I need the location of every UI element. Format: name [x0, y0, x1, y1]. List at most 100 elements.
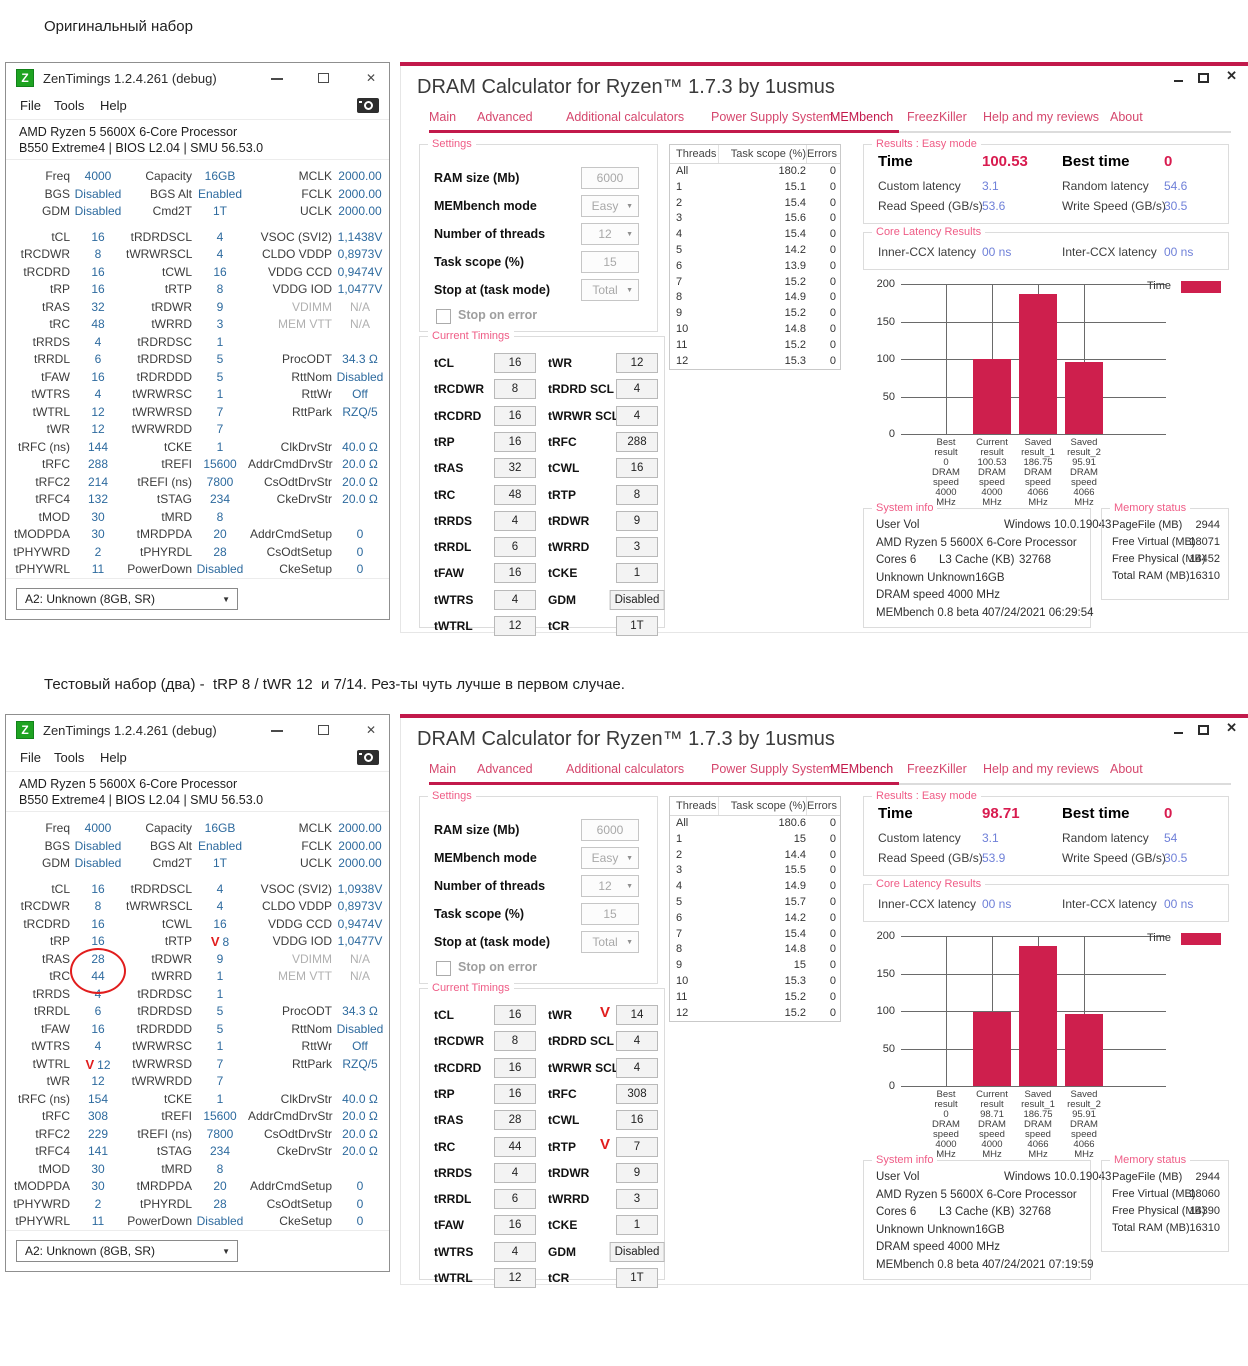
timing-value-box[interactable]: 4 — [494, 1241, 536, 1262]
tab-additional-calculators[interactable]: Additional calculators — [566, 762, 685, 776]
menu-file[interactable]: File — [20, 98, 41, 113]
settings-input[interactable]: 6000 — [581, 819, 639, 841]
stop-on-error-checkbox[interactable] — [436, 961, 451, 976]
tab-additional-calculators[interactable]: Additional calculators — [566, 110, 685, 124]
menu-help[interactable]: Help — [100, 98, 127, 113]
timing-value-box[interactable]: 16 — [494, 563, 536, 584]
minimize-button[interactable] — [1174, 80, 1183, 82]
minimize-button[interactable] — [269, 70, 285, 86]
timing-value-box[interactable]: 12 — [494, 616, 536, 636]
menu-tools[interactable]: Tools — [54, 98, 85, 113]
camera-icon[interactable] — [357, 98, 379, 113]
timing-value-box[interactable]: 9 — [616, 510, 658, 531]
timing-value-box[interactable]: 9 — [616, 1162, 658, 1183]
timing-value-box[interactable]: 8 — [494, 379, 536, 400]
tab-help-and-my-reviews[interactable]: Help and my reviews — [983, 110, 1100, 124]
settings-input[interactable]: 6000 — [581, 167, 639, 189]
settings-select[interactable]: Easy ▼ — [581, 195, 639, 217]
timing-value-box[interactable]: 16 — [616, 458, 658, 479]
timing-value-box[interactable]: 7 — [616, 1136, 658, 1157]
settings-field-label: MEMbench mode — [434, 851, 537, 865]
settings-input[interactable]: 15 — [581, 251, 639, 273]
timing-value-box[interactable]: 16 — [494, 1005, 536, 1025]
maximize-button[interactable] — [1198, 725, 1209, 735]
timing-value-box[interactable]: 308 — [616, 1083, 658, 1104]
timing-value-box[interactable]: 28 — [494, 1110, 536, 1131]
timing-value-box[interactable]: 16 — [494, 405, 536, 426]
timing-row: tRCDRD 16 tWRWR SCL 4 — [420, 1057, 664, 1082]
timing-value-box[interactable]: 14 — [616, 1005, 658, 1025]
menu-help[interactable]: Help — [100, 750, 127, 765]
timing-value-box[interactable]: 12 — [616, 353, 658, 373]
timing-value-box[interactable]: 32 — [494, 458, 536, 479]
settings-select[interactable]: 12 ▼ — [581, 223, 639, 245]
timing-value-box[interactable]: 44 — [494, 1136, 536, 1157]
timing-value-box[interactable]: 8 — [616, 484, 658, 505]
timing-value-box[interactable]: 4 — [494, 510, 536, 531]
close-button[interactable]: ✕ — [1226, 720, 1237, 735]
tab-membench[interactable]: MEMbench — [830, 762, 894, 776]
timing-value-box[interactable]: 16 — [494, 1057, 536, 1078]
timing-value-box[interactable]: 4 — [616, 1057, 658, 1078]
timing-value-box[interactable]: 6 — [494, 537, 536, 558]
timing-value-box[interactable]: 288 — [616, 431, 658, 452]
timing-value-box[interactable]: Disabled — [609, 1241, 665, 1262]
tab-advanced[interactable]: Advanced — [477, 762, 533, 776]
settings-select[interactable]: Total ▼ — [581, 931, 639, 953]
tab-main[interactable]: Main — [429, 762, 457, 776]
timing-value-box[interactable]: 4 — [494, 589, 536, 610]
close-button[interactable]: ✕ — [365, 723, 377, 737]
close-button[interactable]: ✕ — [1226, 68, 1237, 83]
tab-freezkiller[interactable]: FreezKiller — [907, 110, 967, 124]
maximize-button[interactable] — [1198, 73, 1209, 83]
timing-value-box[interactable]: 16 — [494, 1083, 536, 1104]
memory-slot-dropdown[interactable]: A2: Unknown (8GB, SR) ▼ — [16, 1240, 238, 1262]
tab-help-and-my-reviews[interactable]: Help and my reviews — [983, 762, 1100, 776]
settings-input[interactable]: 15 — [581, 903, 639, 925]
tab-advanced[interactable]: Advanced — [477, 110, 533, 124]
timing-value-box[interactable]: 3 — [616, 537, 658, 558]
threads-cell: 14.9 — [784, 291, 806, 304]
tab-main[interactable]: Main — [429, 110, 457, 124]
timing-value-box[interactable]: 16 — [616, 1110, 658, 1131]
timing-value-box[interactable]: 12 — [494, 1268, 536, 1288]
tab-membench[interactable]: MEMbench — [830, 110, 894, 124]
settings-select[interactable]: Easy ▼ — [581, 847, 639, 869]
timing-value-box[interactable]: 48 — [494, 484, 536, 505]
zen-timings-grid: Freq 4000 Capacity 16GB MCLK 2000.00 BGS Disabl… — [7, 168, 388, 579]
tab-about[interactable]: About — [1110, 110, 1143, 124]
tab-power-supply-system[interactable]: Power Supply System — [711, 762, 834, 776]
memory-slot-dropdown[interactable]: A2: Unknown (8GB, SR) ▼ — [16, 588, 238, 610]
menu-tools[interactable]: Tools — [54, 750, 85, 765]
threads-cell: 5 — [676, 895, 683, 908]
timing-value-box[interactable]: 16 — [494, 1215, 536, 1236]
timing-value-box[interactable]: 4 — [616, 405, 658, 426]
timing-value-box[interactable]: 1 — [616, 1215, 658, 1236]
minimize-button[interactable] — [1174, 732, 1183, 734]
timing-value-box[interactable]: 8 — [494, 1031, 536, 1052]
camera-icon[interactable] — [357, 750, 379, 765]
timing-value-box[interactable]: 6 — [494, 1189, 536, 1210]
tab-about[interactable]: About — [1110, 762, 1143, 776]
menu-file[interactable]: File — [20, 750, 41, 765]
timing-value-box[interactable]: 3 — [616, 1189, 658, 1210]
timing-value-box[interactable]: 4 — [616, 1031, 658, 1052]
timing-value-box[interactable]: Disabled — [609, 589, 665, 610]
timing-value-box[interactable]: 16 — [494, 353, 536, 373]
timing-value-box[interactable]: 1T — [616, 616, 658, 636]
timing-value-box[interactable]: 1 — [616, 563, 658, 584]
settings-select[interactable]: Total ▼ — [581, 279, 639, 301]
tab-freezkiller[interactable]: FreezKiller — [907, 762, 967, 776]
stop-on-error-checkbox[interactable] — [436, 309, 451, 324]
timing-value-box[interactable]: 4 — [616, 379, 658, 400]
timing-value-box[interactable]: 16 — [494, 431, 536, 452]
tab-power-supply-system[interactable]: Power Supply System — [711, 110, 834, 124]
timing-value-box[interactable]: 1T — [616, 1268, 658, 1288]
minimize-button[interactable] — [269, 722, 285, 738]
maximize-button[interactable] — [316, 722, 332, 738]
maximize-button[interactable] — [316, 70, 332, 86]
timing-value-box[interactable]: 4 — [494, 1162, 536, 1183]
zen-timing-value: 20.0 Ω — [342, 457, 378, 471]
close-button[interactable]: ✕ — [365, 71, 377, 85]
settings-select[interactable]: 12 ▼ — [581, 875, 639, 897]
